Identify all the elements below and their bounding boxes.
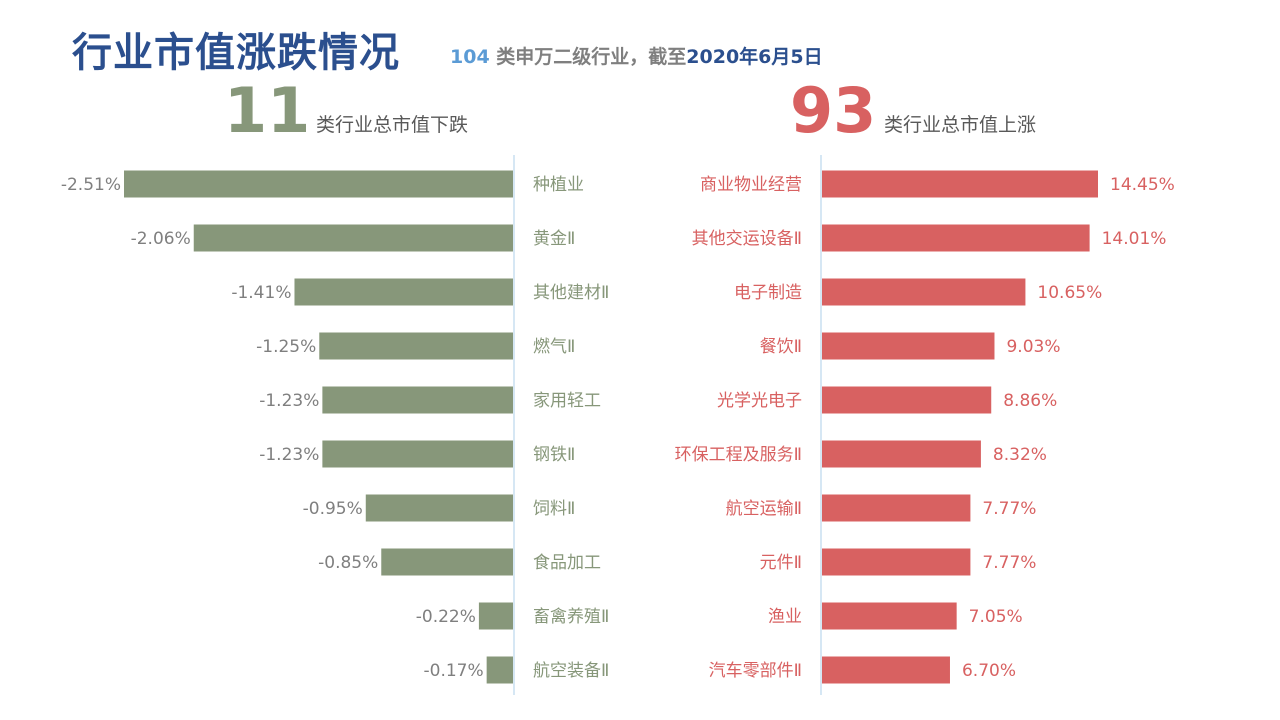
up-value-label: 7.77% bbox=[982, 553, 1036, 573]
up-category-label: 餐饮Ⅱ bbox=[760, 337, 802, 357]
up-value-label: 8.86% bbox=[1003, 391, 1057, 411]
subtitle-count: 104 bbox=[450, 46, 490, 68]
down-value-label: -1.25% bbox=[256, 337, 316, 357]
down-value-label: -0.95% bbox=[303, 499, 363, 519]
page-subtitle: 104 类申万二级行业，截至2020年6月5日 bbox=[450, 42, 823, 69]
up-category-label: 元件Ⅱ bbox=[760, 553, 802, 573]
up-value-label: 7.77% bbox=[982, 499, 1036, 519]
down-category-label: 其他建材Ⅱ bbox=[533, 283, 609, 303]
down-value-label: -0.22% bbox=[416, 607, 476, 627]
up-value-label: 9.03% bbox=[1006, 337, 1060, 357]
up-category-label: 光学光电子 bbox=[717, 391, 802, 411]
up-category-label: 其他交运设备Ⅱ bbox=[692, 229, 802, 249]
up-category-label: 航空运输Ⅱ bbox=[726, 499, 802, 519]
down-bar bbox=[124, 170, 513, 198]
down-value-label: -0.85% bbox=[318, 553, 378, 573]
down-bar bbox=[319, 332, 513, 360]
up-category-label: 电子制造 bbox=[734, 283, 802, 303]
down-category-label: 燃气Ⅱ bbox=[533, 337, 575, 357]
down-bar bbox=[294, 278, 513, 306]
up-series: 14.45% 商业物业经营 14.01% 其他交运设备Ⅱ 10.65% 电子制造 9.03%… bbox=[675, 170, 1175, 684]
down-count: 11 bbox=[224, 74, 311, 147]
down-value-label: -0.17% bbox=[424, 661, 484, 681]
subtitle-date: 2020年6月5日 bbox=[686, 46, 823, 68]
up-bar bbox=[822, 278, 1026, 306]
up-count: 93 bbox=[790, 74, 877, 147]
up-bar bbox=[822, 548, 971, 576]
up-bar bbox=[822, 224, 1090, 252]
chart-dividers bbox=[513, 155, 822, 695]
down-series: -2.51% 种植业 -2.06% 黄金Ⅱ -1.41% 其他建材Ⅱ -1.25% 燃气Ⅱ -1… bbox=[61, 170, 609, 684]
up-category-label: 环保工程及服务Ⅱ bbox=[675, 445, 802, 465]
down-bar bbox=[365, 494, 513, 522]
down-value-label: -1.41% bbox=[231, 283, 291, 303]
down-caption: 类行业总市值下跌 bbox=[316, 114, 469, 136]
down-bar bbox=[193, 224, 514, 252]
down-value-label: -2.51% bbox=[61, 175, 121, 195]
down-category-label: 家用轻工 bbox=[533, 391, 601, 411]
up-value-label: 6.70% bbox=[962, 661, 1016, 681]
page-title: 行业市值涨跌情况 bbox=[72, 30, 400, 76]
up-category-label: 商业物业经营 bbox=[700, 175, 802, 195]
up-value-label: 7.05% bbox=[969, 607, 1023, 627]
down-value-label: -1.23% bbox=[259, 445, 319, 465]
down-bar bbox=[381, 548, 513, 576]
up-bar bbox=[822, 170, 1098, 198]
up-category-label: 渔业 bbox=[768, 607, 802, 627]
up-bar bbox=[822, 656, 950, 684]
down-category-label: 种植业 bbox=[533, 175, 584, 195]
up-bar bbox=[822, 332, 995, 360]
down-category-label: 食品加工 bbox=[533, 553, 601, 573]
down-bar bbox=[322, 386, 513, 414]
up-bar bbox=[822, 602, 957, 630]
up-value-label: 10.65% bbox=[1037, 283, 1102, 303]
up-bar bbox=[822, 494, 971, 522]
down-bar bbox=[478, 602, 513, 630]
up-bar bbox=[822, 386, 992, 414]
down-value-label: -1.23% bbox=[259, 391, 319, 411]
down-bar bbox=[486, 656, 513, 684]
down-category-label: 钢铁Ⅱ bbox=[533, 445, 575, 465]
down-category-label: 畜禽养殖Ⅱ bbox=[533, 607, 609, 627]
up-value-label: 14.45% bbox=[1110, 175, 1175, 195]
up-category-label: 汽车零部件Ⅱ bbox=[709, 661, 802, 681]
down-value-label: -2.06% bbox=[131, 229, 191, 249]
down-category-label: 黄金Ⅱ bbox=[533, 229, 575, 249]
up-value-label: 14.01% bbox=[1102, 229, 1167, 249]
down-category-label: 饲料Ⅱ bbox=[533, 499, 575, 519]
up-caption: 类行业总市值上涨 bbox=[884, 114, 1037, 136]
down-category-label: 航空装备Ⅱ bbox=[533, 661, 609, 681]
subtitle-text: 类申万二级行业，截至 bbox=[489, 46, 687, 68]
up-bar bbox=[822, 440, 981, 468]
up-value-label: 8.32% bbox=[993, 445, 1047, 465]
down-bar bbox=[322, 440, 513, 468]
